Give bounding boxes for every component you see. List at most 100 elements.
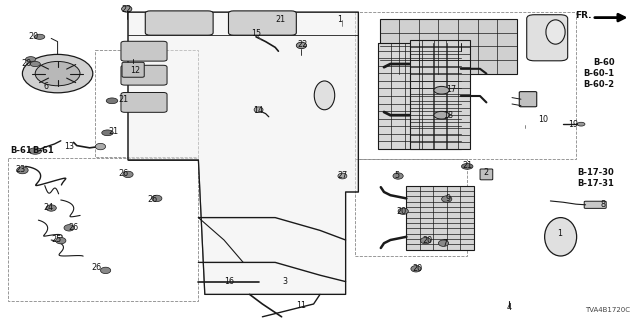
Ellipse shape <box>122 6 132 12</box>
Ellipse shape <box>100 267 111 274</box>
Text: 26: 26 <box>147 195 157 204</box>
Text: 2: 2 <box>484 168 489 177</box>
Text: 21: 21 <box>109 127 119 136</box>
Text: 17: 17 <box>446 85 456 94</box>
Bar <box>95 50 198 157</box>
Text: 6: 6 <box>44 82 49 91</box>
Text: 5: 5 <box>394 171 399 180</box>
Text: 26: 26 <box>91 263 101 272</box>
Text: 3: 3 <box>282 277 287 286</box>
Bar <box>378 43 461 149</box>
Bar <box>410 40 470 149</box>
Text: B-17-31: B-17-31 <box>577 179 614 188</box>
Text: 4: 4 <box>506 303 511 312</box>
Text: B-60: B-60 <box>593 58 614 67</box>
Text: B-17-30: B-17-30 <box>578 168 614 177</box>
Text: B-60-1: B-60-1 <box>583 69 614 78</box>
Text: 9: 9 <box>445 194 451 203</box>
Ellipse shape <box>123 171 133 178</box>
Text: 24: 24 <box>43 204 53 212</box>
Ellipse shape <box>314 81 335 110</box>
Ellipse shape <box>29 148 42 154</box>
Text: 27: 27 <box>337 171 348 180</box>
Ellipse shape <box>296 42 307 49</box>
Text: B-61: B-61 <box>32 146 54 155</box>
Text: 20: 20 <box>22 60 32 68</box>
Ellipse shape <box>577 122 585 126</box>
FancyBboxPatch shape <box>145 11 213 35</box>
Ellipse shape <box>106 98 118 104</box>
Bar <box>355 12 576 159</box>
Text: 1: 1 <box>337 15 342 24</box>
Text: B-60-2: B-60-2 <box>583 80 614 89</box>
Ellipse shape <box>35 34 45 39</box>
Text: B-61: B-61 <box>10 146 32 155</box>
Ellipse shape <box>95 143 106 150</box>
FancyBboxPatch shape <box>584 201 606 208</box>
Ellipse shape <box>434 111 449 119</box>
Text: 11: 11 <box>296 301 306 310</box>
Bar <box>355 159 467 256</box>
Ellipse shape <box>398 208 408 214</box>
Text: 20: 20 <box>28 32 38 41</box>
Text: 20: 20 <box>422 236 433 245</box>
Text: 7: 7 <box>442 239 447 248</box>
Ellipse shape <box>22 54 93 93</box>
Text: 22: 22 <box>122 5 132 14</box>
Text: 15: 15 <box>251 29 261 38</box>
Bar <box>8 158 198 301</box>
Ellipse shape <box>35 61 80 86</box>
Ellipse shape <box>254 107 263 113</box>
Ellipse shape <box>46 205 56 211</box>
FancyBboxPatch shape <box>121 92 167 112</box>
Ellipse shape <box>420 237 431 244</box>
Ellipse shape <box>393 173 403 179</box>
Text: 10: 10 <box>538 116 548 124</box>
FancyBboxPatch shape <box>519 92 537 107</box>
Text: 21: 21 <box>462 161 472 170</box>
Ellipse shape <box>434 86 449 94</box>
Ellipse shape <box>102 130 113 136</box>
Bar <box>380 19 517 74</box>
Text: 18: 18 <box>443 111 453 120</box>
Ellipse shape <box>442 196 452 202</box>
Ellipse shape <box>64 225 74 231</box>
Ellipse shape <box>546 20 565 44</box>
Ellipse shape <box>411 266 421 272</box>
Text: 26: 26 <box>68 223 79 232</box>
Text: 21: 21 <box>275 15 285 24</box>
Text: 12: 12 <box>131 66 141 75</box>
Text: 26: 26 <box>118 169 129 178</box>
Text: TVA4B1720C: TVA4B1720C <box>586 307 630 313</box>
Ellipse shape <box>461 164 473 169</box>
FancyBboxPatch shape <box>228 11 296 35</box>
Ellipse shape <box>56 237 66 244</box>
FancyBboxPatch shape <box>121 65 167 85</box>
Ellipse shape <box>17 167 28 174</box>
Text: 25: 25 <box>51 236 61 244</box>
Ellipse shape <box>545 218 577 256</box>
Text: 14: 14 <box>253 106 264 115</box>
Bar <box>406 186 474 250</box>
Text: 22: 22 <box>297 40 307 49</box>
Ellipse shape <box>438 240 449 246</box>
FancyBboxPatch shape <box>527 15 568 61</box>
Text: FR.: FR. <box>575 11 591 20</box>
Ellipse shape <box>338 173 347 179</box>
Text: 19: 19 <box>568 120 578 129</box>
FancyBboxPatch shape <box>122 62 144 77</box>
FancyBboxPatch shape <box>121 41 167 61</box>
Text: 8: 8 <box>600 200 605 209</box>
Ellipse shape <box>152 195 162 202</box>
Text: 20: 20 <box>397 207 407 216</box>
Text: 20: 20 <box>413 264 423 273</box>
Ellipse shape <box>26 57 36 62</box>
Text: 23: 23 <box>15 165 26 174</box>
Text: 21: 21 <box>118 95 129 104</box>
Ellipse shape <box>30 61 40 67</box>
Text: 13: 13 <box>64 142 74 151</box>
FancyBboxPatch shape <box>480 169 493 180</box>
Text: 16: 16 <box>224 277 234 286</box>
Polygon shape <box>128 12 358 294</box>
Text: 1: 1 <box>557 229 563 238</box>
